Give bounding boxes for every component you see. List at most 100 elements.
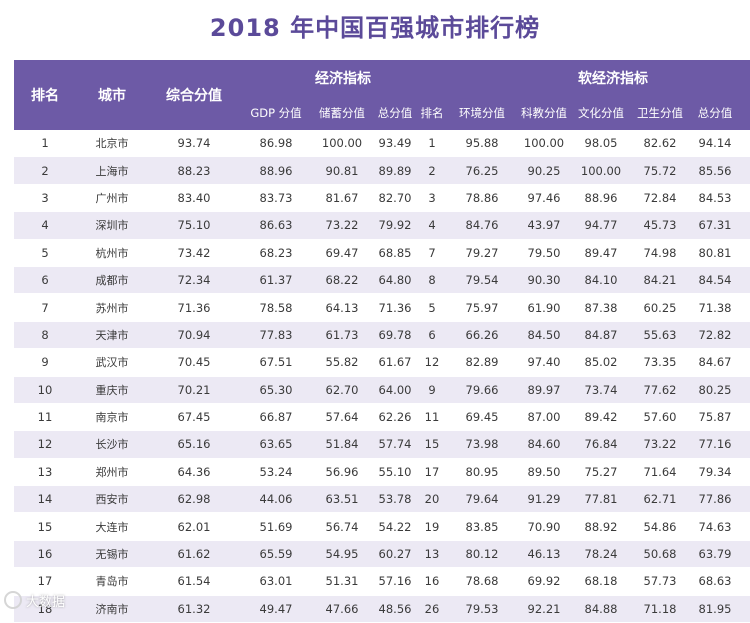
cell-culture-score: 77.81 <box>570 485 632 514</box>
header-composite: 综合分值 <box>148 60 240 130</box>
cell-sci-edu-score: 97.46 <box>518 184 570 213</box>
cell-rank: 3 <box>14 184 76 213</box>
table-row: 16 无锡市 61.62 65.59 54.95 60.27 13 80.12 46.13 78.… <box>14 540 750 569</box>
cell-culture-score: 85.02 <box>570 348 632 377</box>
table-row: 18 济南市 61.32 49.47 47.66 48.56 26 79.53 92.21 84.… <box>14 595 750 623</box>
cell-composite-score: 75.10 <box>148 211 240 240</box>
cell-soft-rank: 27 <box>742 211 750 240</box>
cell-city: 上海市 <box>76 156 148 185</box>
cell-composite-score: 70.21 <box>148 376 240 404</box>
cell-econ-total: 71.36 <box>372 293 418 322</box>
cell-composite-score: 72.34 <box>148 266 240 295</box>
cell-sci-edu-score: 69.92 <box>518 567 570 596</box>
cell-env-score: 79.64 <box>446 485 518 514</box>
cell-soft-total: 84.54 <box>688 266 742 295</box>
cell-city: 成都市 <box>76 266 148 295</box>
cell-culture-score: 88.92 <box>570 512 632 541</box>
cell-env-score: 78.86 <box>446 184 518 213</box>
cell-sci-edu-score: 91.29 <box>518 485 570 514</box>
cell-health-score: 73.22 <box>632 430 688 459</box>
cell-rank: 1 <box>14 130 76 158</box>
cell-sci-edu-score: 46.13 <box>518 540 570 569</box>
cell-soft-rank: 18 <box>742 321 750 350</box>
cell-sci-edu-score: 97.40 <box>518 348 570 377</box>
table-row: 14 西安市 62.98 44.06 63.51 53.78 20 79.64 91.29 77.… <box>14 485 750 514</box>
cell-savings-score: 47.66 <box>312 595 372 623</box>
cell-gdp-score: 83.73 <box>240 184 312 213</box>
cell-sci-edu-score: 79.50 <box>518 239 570 267</box>
table-header: 排名 城市 综合分值 经济指标 软经济指标 GDP 分值 储蓄分值 总分值 排名… <box>14 60 750 130</box>
cell-health-score: 77.62 <box>632 376 688 404</box>
cell-econ-total: 64.00 <box>372 376 418 404</box>
cell-env-score: 83.85 <box>446 512 518 541</box>
cell-savings-score: 61.73 <box>312 321 372 350</box>
cell-gdp-score: 77.83 <box>240 321 312 350</box>
cell-soft-rank: 20 <box>742 293 750 322</box>
cell-env-score: 79.27 <box>446 239 518 267</box>
cell-city: 北京市 <box>76 130 148 158</box>
cell-rank: 6 <box>14 266 76 295</box>
cell-gdp-score: 63.65 <box>240 430 312 459</box>
cell-econ-total: 53.78 <box>372 485 418 514</box>
cell-soft-rank: 6 <box>742 595 750 623</box>
cell-city: 苏州市 <box>76 293 148 322</box>
table-row: 7 苏州市 71.36 78.58 64.13 71.36 5 75.97 61.90 87.38… <box>14 293 750 322</box>
cell-soft-total: 85.56 <box>688 156 742 185</box>
cell-composite-score: 88.23 <box>148 156 240 185</box>
cell-culture-score: 84.88 <box>570 595 632 623</box>
cell-gdp-score: 53.24 <box>240 458 312 487</box>
cell-soft-rank: 5 <box>742 184 750 213</box>
cell-econ-total: 93.49 <box>372 130 418 158</box>
cell-composite-score: 62.01 <box>148 512 240 541</box>
cell-soft-rank: 9 <box>742 458 750 487</box>
table-row: 13 郑州市 64.36 53.24 56.96 55.10 17 80.95 89.50 75.… <box>14 458 750 487</box>
cell-gdp-score: 63.01 <box>240 567 312 596</box>
cell-composite-score: 61.62 <box>148 540 240 569</box>
cell-econ-rank: 4 <box>418 211 446 240</box>
cell-gdp-score: 51.69 <box>240 512 312 541</box>
cell-econ-rank: 13 <box>418 540 446 569</box>
cell-composite-score: 93.74 <box>148 130 240 158</box>
ranking-table-container: 排名 城市 综合分值 经济指标 软经济指标 GDP 分值 储蓄分值 总分值 排名… <box>14 60 750 623</box>
cell-sci-edu-score: 100.00 <box>518 130 570 158</box>
cell-composite-score: 70.45 <box>148 348 240 377</box>
cell-soft-rank: 10 <box>742 485 750 514</box>
cell-econ-total: 57.16 <box>372 567 418 596</box>
cell-econ-total: 64.80 <box>372 266 418 295</box>
cell-culture-score: 84.10 <box>570 266 632 295</box>
cell-econ-total: 79.92 <box>372 211 418 240</box>
cell-gdp-score: 86.63 <box>240 211 312 240</box>
cell-econ-rank: 20 <box>418 485 446 514</box>
cell-econ-rank: 15 <box>418 430 446 459</box>
table-row: 9 武汉市 70.45 67.51 55.82 61.67 12 82.89 97.40 85.0… <box>14 348 750 377</box>
cell-soft-rank: 12 <box>742 430 750 459</box>
cell-rank: 7 <box>14 293 76 322</box>
cell-gdp-score: 67.51 <box>240 348 312 377</box>
cell-culture-score: 68.18 <box>570 567 632 596</box>
header-econ-group: 经济指标 <box>240 60 446 96</box>
cell-health-score: 57.60 <box>632 403 688 432</box>
cell-econ-rank: 1 <box>418 130 446 158</box>
cell-soft-total: 63.79 <box>688 540 742 569</box>
cell-econ-total: 60.27 <box>372 540 418 569</box>
cell-soft-rank: 14 <box>742 403 750 432</box>
cell-econ-rank: 11 <box>418 403 446 432</box>
watermark-logo-icon <box>4 591 22 609</box>
cell-savings-score: 100.00 <box>312 130 372 158</box>
ranking-table: 排名 城市 综合分值 经济指标 软经济指标 GDP 分值 储蓄分值 总分值 排名… <box>14 60 750 623</box>
cell-gdp-score: 66.87 <box>240 403 312 432</box>
cell-culture-score: 88.96 <box>570 184 632 213</box>
cell-soft-total: 77.16 <box>688 430 742 459</box>
cell-soft-total: 67.31 <box>688 211 742 240</box>
cell-econ-rank: 6 <box>418 321 446 350</box>
cell-savings-score: 51.84 <box>312 430 372 459</box>
cell-econ-rank: 7 <box>418 239 446 267</box>
cell-env-score: 73.98 <box>446 430 518 459</box>
cell-city: 青岛市 <box>76 567 148 596</box>
cell-savings-score: 55.82 <box>312 348 372 377</box>
cell-env-score: 80.95 <box>446 458 518 487</box>
cell-econ-total: 48.56 <box>372 595 418 623</box>
header-health: 卫生分值 <box>632 96 688 130</box>
cell-culture-score: 73.74 <box>570 376 632 404</box>
cell-env-score: 75.97 <box>446 293 518 322</box>
